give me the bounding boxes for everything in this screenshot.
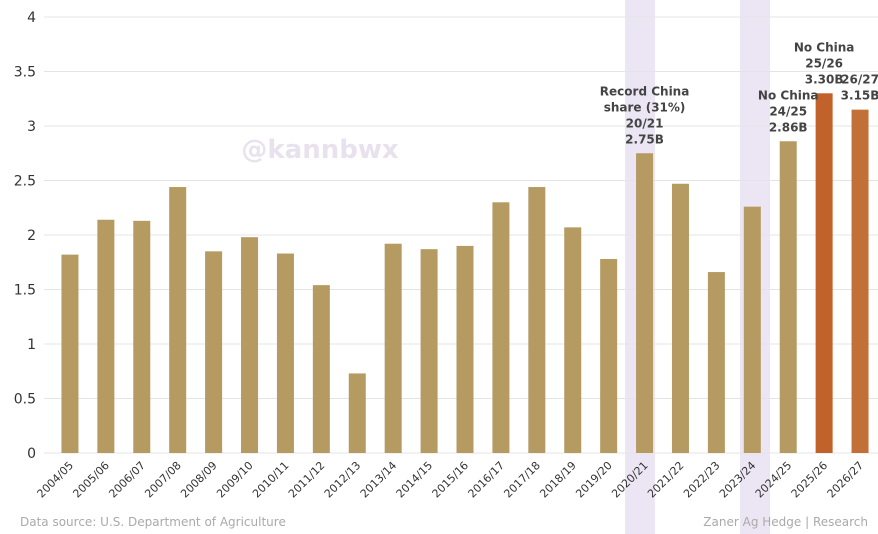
annotation: 2.75B xyxy=(625,132,664,146)
x-tick-label: 2026/27 xyxy=(825,459,867,501)
x-tick-label: 2025/26 xyxy=(789,459,831,501)
bar xyxy=(133,220,151,453)
y-tick-label: 3 xyxy=(27,119,36,135)
bar xyxy=(205,251,223,453)
y-tick-label: 0.5 xyxy=(14,392,36,408)
bar xyxy=(61,254,79,453)
y-tick-label: 2.5 xyxy=(14,174,36,190)
x-tick-label: 2022/23 xyxy=(681,459,723,501)
y-tick-label: 1 xyxy=(27,337,36,353)
bar xyxy=(851,109,869,454)
bar xyxy=(815,93,833,454)
bar xyxy=(671,183,689,453)
bar xyxy=(600,258,618,453)
x-tick-label: 2004/05 xyxy=(35,459,77,501)
bar xyxy=(456,245,474,453)
y-tick-label: 0 xyxy=(27,446,36,462)
x-tick-label: 2005/06 xyxy=(70,459,112,501)
y-tick-label: 4 xyxy=(27,10,36,26)
bar xyxy=(707,272,725,453)
bar xyxy=(743,206,761,453)
x-tick-label: 2007/08 xyxy=(142,459,184,501)
y-tick-label: 3.5 xyxy=(14,65,36,81)
annotation: 3.15B xyxy=(841,89,878,103)
x-tick-label: 2015/16 xyxy=(430,459,472,501)
y-tick-label: 2 xyxy=(27,228,36,244)
annotation: No China xyxy=(794,40,855,54)
bar xyxy=(564,227,582,453)
x-tick-label: 2017/18 xyxy=(501,459,543,501)
y-tick-label: 1.5 xyxy=(14,283,36,299)
x-tick-label: 2019/20 xyxy=(573,459,615,501)
x-tick-label: 2010/11 xyxy=(250,459,292,501)
bar xyxy=(312,285,330,453)
annotation: 26/27 xyxy=(841,73,878,87)
x-tick-label: 2009/10 xyxy=(214,459,256,501)
bar xyxy=(636,153,654,453)
credit: Zaner Ag Hedge | Research xyxy=(703,515,868,529)
bar xyxy=(384,243,402,453)
bar xyxy=(276,253,294,453)
bar xyxy=(169,187,187,454)
bar xyxy=(348,373,366,453)
annotation: 2.86B xyxy=(769,120,808,134)
source: Data source: U.S. Department of Agricult… xyxy=(20,515,286,529)
bar xyxy=(779,141,797,453)
x-tick-label: 2014/15 xyxy=(394,459,436,501)
x-tick-label: 2016/17 xyxy=(466,459,508,501)
annotation: 24/25 xyxy=(769,104,807,118)
annotation: 25/26 xyxy=(805,56,843,70)
bar xyxy=(492,202,510,453)
annotation: 20/21 xyxy=(626,116,664,130)
x-tick-label: 2008/09 xyxy=(178,459,220,501)
bar xyxy=(97,219,115,453)
watermark: @kannbwx xyxy=(241,135,398,165)
x-tick-label: 2013/14 xyxy=(358,459,400,501)
bar xyxy=(241,237,259,453)
x-tick-label: 2011/12 xyxy=(286,459,328,501)
x-tick-label: 2006/07 xyxy=(106,459,148,501)
annotation: Record China xyxy=(600,84,690,98)
annotation: share (31%) xyxy=(604,100,686,114)
x-tick-label: 2018/19 xyxy=(537,459,579,501)
x-tick-label: 2012/13 xyxy=(322,459,364,501)
bar xyxy=(420,249,438,453)
annotation: 3.30B xyxy=(805,72,844,86)
annotation: No China xyxy=(758,88,819,102)
bar xyxy=(528,187,546,454)
